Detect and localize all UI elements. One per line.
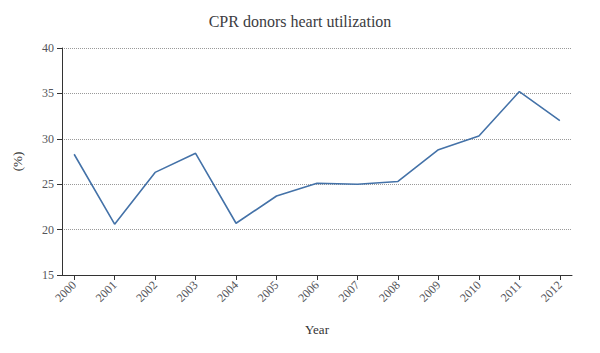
svg-text:2002: 2002 [133, 278, 160, 305]
svg-text:15: 15 [42, 268, 54, 282]
svg-text:2000: 2000 [52, 278, 79, 305]
svg-text:2011: 2011 [498, 278, 525, 305]
svg-text:(%): (%) [10, 152, 25, 172]
svg-text:2008: 2008 [376, 278, 403, 305]
svg-text:35: 35 [42, 86, 54, 100]
svg-text:40: 40 [42, 41, 54, 55]
svg-text:2004: 2004 [214, 278, 241, 305]
svg-text:2005: 2005 [255, 278, 282, 305]
svg-text:2009: 2009 [417, 278, 444, 305]
svg-text:2006: 2006 [295, 278, 322, 305]
svg-text:2010: 2010 [457, 278, 484, 305]
svg-text:Year: Year [305, 322, 330, 337]
svg-text:25: 25 [42, 177, 54, 191]
svg-text:30: 30 [42, 132, 54, 146]
svg-text:2001: 2001 [93, 278, 120, 305]
svg-text:20: 20 [42, 223, 54, 237]
svg-text:2012: 2012 [538, 278, 565, 305]
svg-text:CPR donors heart utilization: CPR donors heart utilization [209, 13, 392, 30]
svg-text:2007: 2007 [336, 278, 363, 305]
svg-text:2003: 2003 [174, 278, 201, 305]
